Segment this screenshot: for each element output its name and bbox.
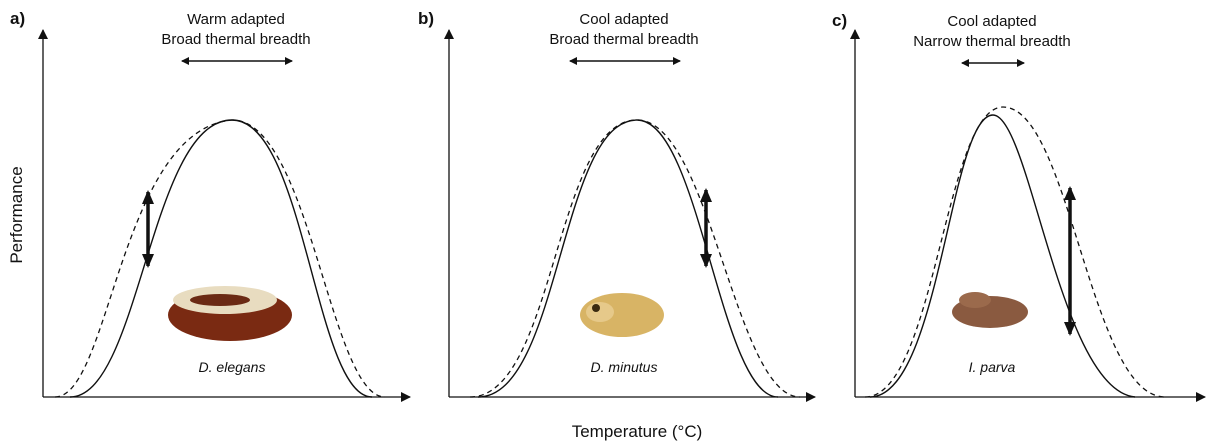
- panel-title: Broad thermal breadth: [549, 31, 698, 48]
- dashed-curve: [864, 106, 1166, 398]
- species-name: I. parva: [969, 359, 1016, 375]
- solid-curve: [69, 119, 373, 398]
- dashed-curve: [54, 119, 386, 398]
- panel-title: Narrow thermal breadth: [913, 33, 1071, 50]
- y-axis-label: Performance: [7, 166, 26, 263]
- frog-image: [168, 286, 292, 341]
- frog-image: [952, 292, 1028, 328]
- panel-title: Warm adapted: [187, 11, 285, 28]
- frog-image: [580, 293, 664, 337]
- x-axis-label: Temperature (°C): [572, 422, 703, 441]
- panel-title: Cool adapted: [947, 13, 1036, 30]
- panel-title: Broad thermal breadth: [161, 31, 310, 48]
- solid-curve: [869, 114, 1136, 398]
- species-name: D. minutus: [591, 359, 658, 375]
- panel-label: a): [10, 9, 25, 28]
- panel-label: b): [418, 9, 434, 28]
- panel-label: c): [832, 11, 847, 30]
- species-name: D. elegans: [199, 359, 266, 375]
- dashed-curve: [469, 119, 801, 398]
- panel-title: Cool adapted: [579, 11, 668, 28]
- panel-c: c) Cool adapted Narrow thermal breadth I…: [832, 11, 1206, 402]
- panel-a: a) Warm adapted Broad thermal breadth D.…: [10, 9, 411, 402]
- panel-b: b) Cool adapted Broad thermal breadth D.…: [418, 9, 816, 402]
- solid-curve: [477, 119, 779, 398]
